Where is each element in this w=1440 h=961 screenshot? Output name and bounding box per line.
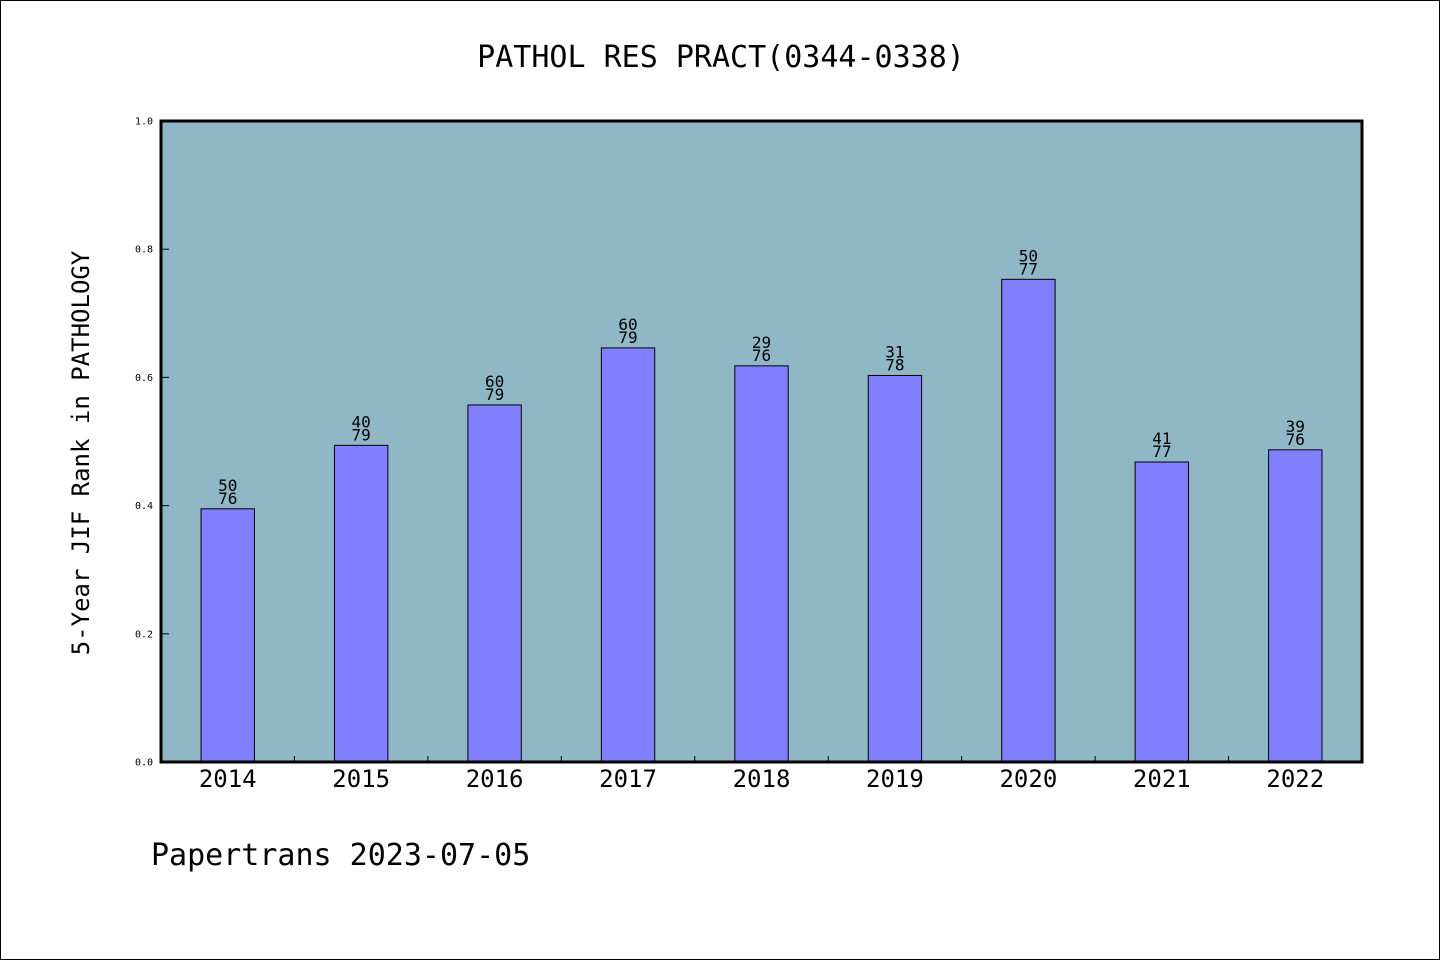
footer-credit: Papertrans 2023-07-05 xyxy=(151,838,530,873)
plot-border xyxy=(159,119,1364,764)
bar-total-label: 76 xyxy=(1286,430,1305,449)
bar-rank-label: 39 xyxy=(1286,417,1305,436)
bar-rank-label: 50 xyxy=(1019,246,1038,265)
bar-2016 xyxy=(467,404,522,763)
bar-total-label: 76 xyxy=(218,489,237,508)
bar-rank-label: 31 xyxy=(885,342,904,361)
x-tick-label: 2016 xyxy=(466,765,524,793)
bar-rank-label: 29 xyxy=(752,333,771,352)
y-tick-label: 0.0 xyxy=(135,758,153,769)
bar-rank-label: 41 xyxy=(1152,429,1171,448)
y-tick-label: 0.6 xyxy=(135,373,153,384)
x-tick-label: 2019 xyxy=(866,765,924,793)
x-axis-ticks: 2014 2015 2016 2017 2018 2019 2020 2021 2022 xyxy=(199,756,1324,793)
x-tick-label: 2015 xyxy=(332,765,390,793)
bar-total-label: 77 xyxy=(1152,442,1171,461)
bar-rank-label: 60 xyxy=(485,372,504,391)
chart-title: PATHOL RES PRACT(0344-0338) xyxy=(477,40,965,75)
x-tick-label: 2018 xyxy=(733,765,791,793)
y-tick-label: 1.0 xyxy=(135,117,153,128)
bar-total-label: 78 xyxy=(885,355,904,374)
bar-2022 xyxy=(1268,449,1323,763)
bar-rank-label: 60 xyxy=(618,315,637,334)
bar-rank-label: 50 xyxy=(218,476,237,495)
x-tick-label: 2022 xyxy=(1266,765,1324,793)
y-tick-label: 0.8 xyxy=(135,245,153,256)
bar-total-label: 79 xyxy=(485,385,504,404)
bar-rank-label: 40 xyxy=(352,412,371,431)
x-tick-label: 2017 xyxy=(599,765,657,793)
bar-total-label: 79 xyxy=(352,425,371,444)
y-tick-label: 0.4 xyxy=(135,501,153,512)
bar-2019 xyxy=(867,374,923,763)
bar-total-label: 76 xyxy=(752,346,771,365)
bar-2015 xyxy=(333,444,389,763)
bar-2021 xyxy=(1134,461,1190,763)
bar-total-label: 79 xyxy=(618,328,637,347)
x-tick-label: 2020 xyxy=(999,765,1057,793)
bar-total-label: 77 xyxy=(1019,259,1038,278)
bar-2017 xyxy=(600,347,656,763)
x-tick-label: 2014 xyxy=(199,765,257,793)
bar-2020 xyxy=(1001,278,1056,763)
y-axis-label: 5-Year JIF Rank in PATHOLOGY xyxy=(67,250,95,655)
y-tick-label: 0.2 xyxy=(135,629,153,640)
bar-2014 xyxy=(200,508,255,763)
x-tick-label: 2021 xyxy=(1133,765,1191,793)
bar-2018 xyxy=(734,365,789,763)
